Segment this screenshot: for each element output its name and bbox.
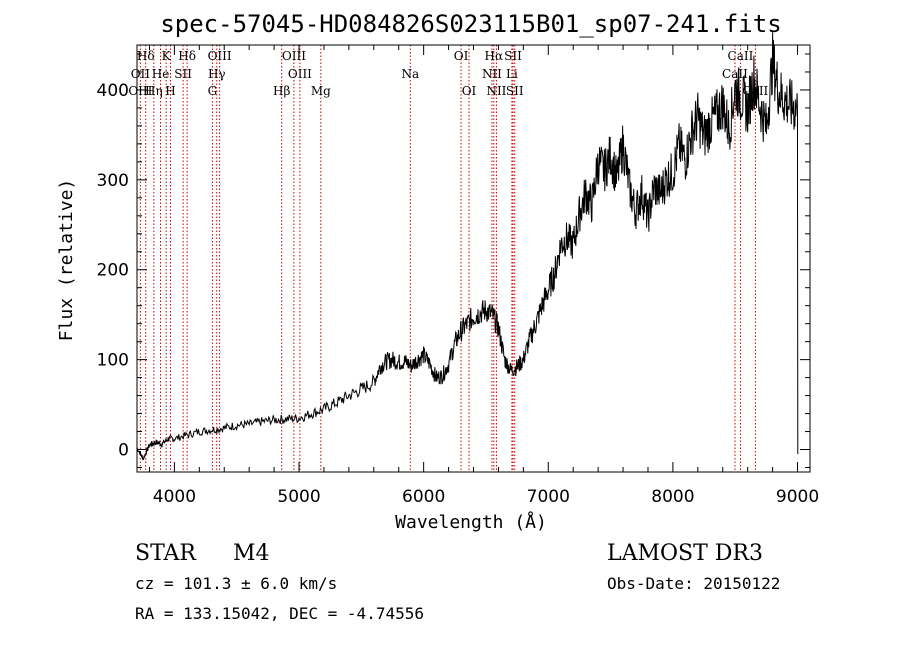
emission-line-label: K <box>162 49 172 63</box>
emission-line-label: OIII <box>208 49 232 63</box>
emission-line-label: SII <box>504 49 522 63</box>
emission-line-label: CaII <box>722 67 748 81</box>
chart-title: spec-57045-HD084826S023115B01_sp07-241.f… <box>160 10 781 38</box>
coordinates-label: RA = 133.15042, DEC = -4.74556 <box>135 604 424 623</box>
emission-line-label: Hγ <box>208 67 226 81</box>
emission-line-label: NII <box>482 67 502 81</box>
emission-line-label: G <box>208 84 218 98</box>
spectrum-series <box>136 32 799 461</box>
plot-frame <box>136 44 811 473</box>
emission-line-label: OIII <box>282 49 306 63</box>
emission-line-label: OIII <box>128 84 152 98</box>
y-tick-label: 0 <box>118 441 129 461</box>
emission-line-label: CaII <box>742 84 768 98</box>
emission-line-label: Hδ <box>178 49 196 63</box>
x-axis-label: Wavelength (Å) <box>395 511 547 533</box>
x-tick-label: 4000 <box>153 487 196 507</box>
subclass-label: M4 <box>233 541 270 566</box>
x-tick-label: 7000 <box>527 487 570 507</box>
redshift-label: cz = 101.3 ± 6.0 km/s <box>135 574 338 593</box>
emission-line-label: Na <box>401 67 419 81</box>
emission-line-label: OI <box>454 49 469 63</box>
emission-line-label: Mg <box>311 84 331 98</box>
emission-line-labels: Hδ OII OIII K He Hη H Hδ SII OIII Hγ G Hβ OIII OIII Mg N… <box>128 49 768 98</box>
y-tick-label: 300 <box>97 171 129 191</box>
emission-line-label: SII <box>174 67 192 81</box>
emission-line-label: OII <box>131 67 151 81</box>
emission-lines-layer <box>139 45 756 472</box>
emission-line-label: NII <box>486 84 506 98</box>
y-tick-label: 400 <box>97 81 129 101</box>
emission-line-label: He <box>152 67 170 81</box>
obs-date-label: Obs-Date: 20150122 <box>607 574 781 593</box>
emission-line-label: SII <box>506 84 524 98</box>
emission-line-label: Hδ <box>137 49 155 63</box>
x-tick-label: 6000 <box>402 487 445 507</box>
x-tick-label: 9000 <box>776 487 819 507</box>
object-class: STAR M4 <box>135 541 270 566</box>
emission-line-label: Hη <box>145 84 163 98</box>
survey-label: LAMOST DR3 <box>607 541 763 566</box>
y-tick-label: 100 <box>97 351 129 371</box>
emission-line-label: OI <box>462 84 477 98</box>
emission-line-label: Li <box>506 67 518 81</box>
y-axis-label: Flux (relative) <box>56 179 77 342</box>
emission-line-label: OIII <box>288 67 312 81</box>
y-tick-label: 200 <box>97 261 129 281</box>
x-tick-label: 5000 <box>277 487 320 507</box>
emission-line-label: H <box>165 84 175 98</box>
x-tick-label: 8000 <box>651 487 694 507</box>
emission-line-label: Hβ <box>273 84 290 98</box>
emission-line-label: Hα <box>485 49 504 63</box>
emission-line-label: CaII <box>728 49 754 63</box>
axis-ticks: 4000 5000 6000 7000 8000 9000 0 100 200 300 400 <box>97 45 819 507</box>
class-label: STAR <box>135 541 196 566</box>
